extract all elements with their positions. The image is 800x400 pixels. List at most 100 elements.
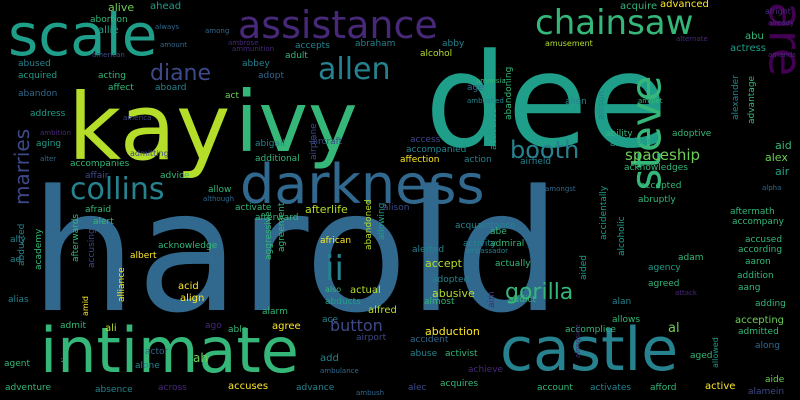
word-alcohol: alcohol bbox=[420, 49, 453, 59]
word-america: america bbox=[123, 114, 152, 122]
word-abruptly: abruptly bbox=[638, 195, 676, 205]
word-alright: alright bbox=[765, 7, 791, 16]
word-action: action bbox=[464, 155, 492, 165]
word-ace: ace bbox=[322, 315, 339, 325]
word-activate: activate bbox=[235, 203, 272, 213]
word-addition: addition bbox=[737, 271, 774, 281]
word-accused: accused bbox=[745, 235, 783, 245]
word-ally: ally bbox=[10, 235, 26, 245]
word-across: across bbox=[158, 383, 187, 393]
word-acting: acting bbox=[98, 71, 126, 81]
word-al: al bbox=[668, 321, 680, 336]
word-alley: alley bbox=[610, 139, 632, 149]
word-allow: allow bbox=[208, 185, 232, 195]
word-abe: abe bbox=[490, 227, 507, 237]
word-agreed: agreed bbox=[648, 279, 680, 289]
word-abby: abby bbox=[442, 39, 465, 49]
word-activates: activates bbox=[590, 383, 632, 393]
word-affect: affect bbox=[108, 83, 134, 93]
word-ah: ah bbox=[193, 351, 208, 365]
word-affection: affection bbox=[400, 155, 440, 165]
word-adopt: adopt bbox=[258, 71, 284, 81]
word-accusing: accusing bbox=[87, 228, 97, 268]
word-amulet: amulet bbox=[638, 97, 663, 105]
word-alan: alan bbox=[612, 297, 632, 307]
word-air: air bbox=[775, 165, 790, 178]
word-ad: ad bbox=[10, 255, 22, 265]
word-alien: alien bbox=[565, 97, 587, 107]
word-advice: advice bbox=[160, 171, 190, 181]
word-agreement: agreement bbox=[277, 202, 287, 252]
word-accompanies: accompanies bbox=[70, 159, 130, 169]
word-aide: aide bbox=[765, 375, 785, 385]
word-airport: airport bbox=[356, 333, 387, 343]
word-aided: aided bbox=[579, 255, 589, 280]
word-accept: accept bbox=[425, 257, 462, 270]
word-ammunition: ammunition bbox=[232, 45, 275, 53]
word-kay: kay bbox=[68, 74, 231, 181]
word-alternate: alternate bbox=[676, 35, 708, 43]
word-admit: admit bbox=[60, 321, 87, 331]
word-access: access bbox=[410, 135, 441, 145]
word-airfield: airfield bbox=[520, 157, 552, 167]
word-accompany: accompany bbox=[732, 217, 784, 227]
word-ambition: ambition bbox=[40, 129, 71, 137]
word-absence: absence bbox=[95, 385, 133, 395]
word-act: act bbox=[225, 91, 239, 101]
word-abbey: abbey bbox=[242, 59, 270, 69]
word-agency: agency bbox=[648, 263, 681, 273]
word-aggressive: aggressive bbox=[264, 211, 274, 260]
word-amount: amount bbox=[160, 41, 188, 49]
word-academy: academy bbox=[34, 228, 44, 270]
word-almost: almost bbox=[424, 297, 455, 307]
word-acknowledges: acknowledges bbox=[624, 163, 688, 173]
word-among: among bbox=[205, 27, 230, 35]
word-abortion: abortion bbox=[90, 15, 128, 25]
word-castle: castle bbox=[500, 315, 679, 385]
word-amid: amid bbox=[81, 296, 90, 316]
word-afterwards: afterwards bbox=[71, 213, 81, 262]
word-harold: harold bbox=[30, 154, 561, 350]
word-gorilla: gorilla bbox=[505, 280, 574, 305]
word-abused: abused bbox=[18, 59, 51, 69]
word-chainsaw: chainsaw bbox=[535, 3, 694, 43]
word-alison: alison bbox=[383, 203, 410, 213]
word-always: always bbox=[155, 23, 180, 31]
word-intimate: intimate bbox=[40, 314, 299, 387]
word-along: along bbox=[755, 341, 780, 351]
word-agent: agent bbox=[4, 359, 30, 369]
word-add: add bbox=[320, 353, 339, 364]
word-spaceship: spaceship bbox=[625, 146, 701, 164]
word-adoptive: adoptive bbox=[672, 129, 712, 139]
word-advises: advises bbox=[618, 137, 652, 147]
word-attack: attack bbox=[675, 289, 697, 297]
word-assistance: assistance bbox=[238, 3, 438, 47]
word-acid: acid bbox=[178, 281, 199, 292]
word-alerted: alerted bbox=[412, 245, 445, 255]
word-aging: aging bbox=[36, 139, 62, 149]
word-address: address bbox=[30, 109, 66, 119]
word-alamein: alamein bbox=[748, 387, 785, 397]
word-ambulance: ambulance bbox=[320, 367, 359, 375]
word-allowing: allowing bbox=[377, 202, 387, 240]
word-activist: activist bbox=[445, 349, 478, 359]
word-actress: actress bbox=[730, 43, 767, 54]
word-accident: accident bbox=[410, 335, 449, 345]
word-abuse: abuse bbox=[410, 349, 438, 359]
word-adopted: adopted bbox=[432, 275, 470, 285]
word-booth: booth bbox=[510, 136, 580, 164]
word-age: age bbox=[467, 83, 484, 93]
word-abandoned: abandoned bbox=[364, 199, 374, 250]
word-african: african bbox=[320, 236, 352, 246]
word-acquires: acquires bbox=[440, 379, 479, 389]
word-admitting: admitting bbox=[130, 149, 169, 158]
word-advance: advance bbox=[296, 383, 335, 393]
word-ahead: ahead bbox=[150, 1, 182, 12]
word-although: although bbox=[203, 195, 235, 203]
word-aim: aim bbox=[487, 291, 497, 308]
word-amends: amends bbox=[768, 51, 796, 59]
word-abigail: abigail bbox=[255, 139, 285, 149]
word-abusive: abusive bbox=[432, 287, 475, 300]
word-admiral: admiral bbox=[490, 239, 525, 249]
